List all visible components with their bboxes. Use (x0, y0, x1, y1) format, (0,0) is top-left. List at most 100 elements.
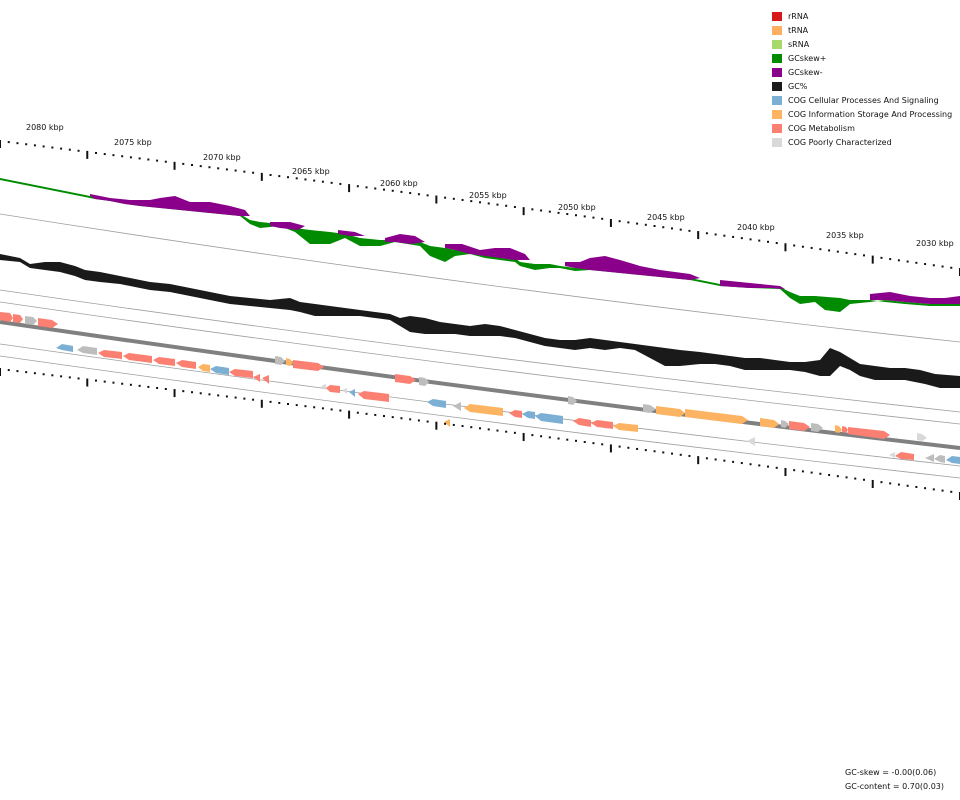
minor-tick (688, 454, 691, 457)
minor-tick (828, 249, 831, 252)
minor-tick (487, 202, 490, 205)
major-tick (348, 410, 351, 419)
minor-tick (191, 391, 193, 394)
minor-tick (287, 403, 289, 406)
major-tick (348, 184, 351, 193)
cds-feature (925, 454, 934, 462)
minor-tick (487, 428, 490, 431)
minor-tick (409, 192, 412, 195)
cds-feature (573, 418, 591, 427)
minor-tick (671, 227, 673, 230)
minor-tick (391, 416, 394, 419)
cds-feature (321, 384, 326, 390)
cds-feature (568, 396, 577, 405)
scale-labels: 2080 kbp 2075 kbp 2070 kbp 2065 kbp 2060… (26, 123, 954, 248)
minor-tick (208, 166, 211, 169)
gc-skew-negative (385, 234, 425, 244)
minor-tick (941, 489, 944, 492)
minor-tick (313, 179, 316, 182)
minor-tick (653, 225, 656, 228)
cds-feature (395, 374, 416, 384)
minor-tick (243, 397, 246, 400)
cds-feature (760, 418, 779, 428)
minor-tick (618, 220, 621, 223)
cds-feature (419, 377, 429, 386)
minor-tick (278, 175, 281, 178)
minor-tick (732, 460, 735, 463)
minor-tick (252, 398, 255, 401)
minor-tick (758, 464, 761, 467)
cds-feature (262, 375, 269, 384)
minor-tick (138, 384, 141, 387)
legend-item-srna: sRNA (772, 37, 952, 51)
minor-tick (801, 470, 804, 473)
minor-tick (836, 475, 839, 478)
legend-label: COG Information Storage And Processing (788, 109, 953, 119)
minor-tick (758, 239, 761, 242)
minor-tick (810, 246, 813, 249)
cds-feature (789, 421, 810, 431)
minor-tick (889, 258, 892, 261)
minor-tick (25, 143, 28, 146)
minor-tick (374, 413, 377, 416)
minor-tick (68, 148, 71, 151)
minor-tick (121, 155, 124, 158)
minor-tick (461, 425, 464, 428)
legend-label: GCskew- (788, 67, 823, 77)
minor-tick (810, 471, 813, 474)
minor-tick (25, 371, 28, 374)
minor-tick (417, 193, 420, 196)
cds-feature (153, 357, 175, 366)
minor-tick (880, 256, 883, 259)
major-tick (697, 456, 700, 465)
minor-tick (95, 379, 97, 382)
gc-skew-negative (870, 292, 960, 304)
minor-tick (330, 181, 333, 184)
major-tick (522, 432, 525, 441)
minor-tick (845, 251, 848, 254)
legend-label: sRNA (788, 39, 810, 49)
minor-tick (505, 430, 508, 433)
minor-tick (365, 186, 368, 189)
major-tick (86, 378, 89, 387)
minor-tick (540, 209, 543, 212)
stats-footer: GC-skew = -0.00(0.06) GC-content = 0.70(… (845, 766, 944, 794)
scale-label-2030: 2030 kbp (916, 239, 954, 248)
minor-tick (732, 235, 735, 238)
minor-tick (470, 200, 473, 203)
minor-tick (505, 204, 508, 207)
minor-tick (199, 165, 202, 168)
minor-tick (548, 210, 551, 213)
legend-item-cog-metabolism: COG Metabolism (772, 121, 952, 135)
minor-tick (566, 438, 569, 441)
cds-feature (889, 452, 895, 458)
cds-feature (198, 364, 210, 372)
cds-feature (509, 410, 522, 418)
gc-skew-negative (720, 280, 785, 289)
gc-content-stat: GC-content = 0.70(0.03) (845, 782, 944, 791)
legend-label: tRNA (788, 25, 809, 35)
cds-feature (848, 427, 890, 439)
major-tick (435, 195, 438, 204)
minor-tick (33, 144, 36, 147)
inner-scale-ticks (0, 368, 960, 500)
cds-feature (781, 420, 789, 428)
minor-tick (269, 400, 272, 403)
cds-feature (535, 413, 563, 424)
minor-tick (156, 386, 159, 389)
minor-tick (16, 142, 19, 145)
minor-tick (924, 487, 927, 490)
minor-tick (374, 187, 377, 190)
minor-tick (819, 472, 822, 475)
legend-item-gc-percent: GC% (772, 79, 952, 93)
minor-tick (33, 372, 36, 375)
minor-tick (592, 216, 595, 219)
minor-tick (601, 217, 604, 220)
minor-tick (330, 408, 333, 411)
legend-swatch (772, 123, 782, 133)
scale-label-2060: 2060 kbp (380, 179, 418, 188)
minor-tick (618, 445, 621, 448)
minor-tick (383, 188, 385, 191)
minor-tick (950, 490, 953, 493)
